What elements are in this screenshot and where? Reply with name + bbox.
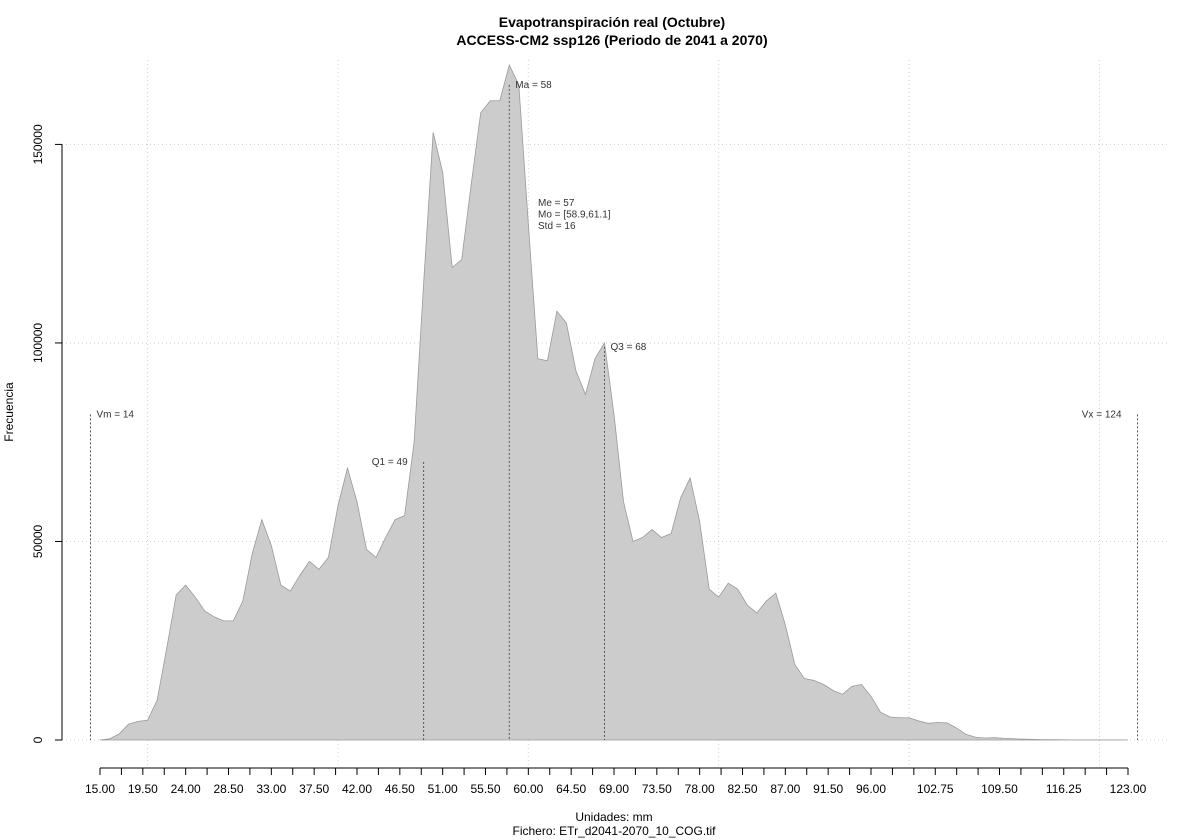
x-tick-label: 123.00 — [1110, 782, 1147, 796]
chart-title: Evapotranspiración real (Octubre) — [499, 14, 725, 30]
stats-line: Std = 16 — [538, 221, 576, 232]
y-tick-label: 150000 — [31, 124, 45, 164]
chart-subtitle: ACCESS-CM2 ssp126 (Periodo de 2041 a 207… — [456, 32, 767, 48]
x-tick-label: 55.50 — [470, 782, 500, 796]
x-tick-label: 15.00 — [85, 782, 115, 796]
x-tick-label: 19.50 — [128, 782, 158, 796]
y-tick-label: 0 — [31, 736, 45, 743]
x-tick-label: 33.00 — [256, 782, 286, 796]
plot-area — [99, 63, 1129, 741]
file-footer: Fichero: ETr_d2041-2070_10_COG.tif — [513, 824, 717, 838]
x-tick-label: 96.00 — [856, 782, 886, 796]
reference-lines: Vm = 14 Q1 = 49 Ma = 58 Q3 = 68 Vx = 124 — [89, 80, 1139, 740]
ref-line-label: Vm = 14 — [96, 409, 134, 420]
stats-line: Me = 57 — [538, 198, 575, 209]
ref-line-label: Q3 = 68 — [610, 342, 646, 353]
x-tick-label: 24.00 — [171, 782, 201, 796]
x-tick-label: 109.50 — [981, 782, 1018, 796]
x-tick-label: 51.00 — [428, 782, 458, 796]
ref-line-label: Vx = 124 — [1082, 409, 1122, 420]
x-tick-label: 69.00 — [599, 782, 629, 796]
y-tick-label: 50000 — [31, 524, 45, 558]
ref-line-label: Ma = 58 — [515, 80, 552, 91]
x-tick-label: 64.50 — [556, 782, 586, 796]
x-tick-label: 78.00 — [685, 782, 715, 796]
y-axis: 0 50000 100000 150000 — [31, 124, 63, 743]
x-tick-label: 102.75 — [917, 782, 954, 796]
x-tick-label: 28.50 — [213, 782, 243, 796]
x-tick-label: 37.50 — [299, 782, 329, 796]
area-series — [99, 63, 1129, 741]
x-axis: 15.00 19.50 24.00 28.50 33.00 37.50 42.00 46.50… — [85, 767, 1147, 796]
x-tick-label: 91.50 — [813, 782, 843, 796]
x-tick-label: 60.00 — [513, 782, 543, 796]
ref-line-label: Q1 = 49 — [372, 457, 408, 468]
x-tick-label: 73.50 — [642, 782, 672, 796]
x-tick-label: 116.25 — [1046, 782, 1082, 796]
x-tick-label: 42.00 — [342, 782, 372, 796]
x-tick-label: 87.00 — [770, 782, 800, 796]
x-axis-label: Unidades: mm — [575, 810, 652, 824]
y-tick-label: 100000 — [31, 323, 45, 363]
y-axis-label: Frecuencia — [2, 382, 16, 442]
x-tick-label: 46.50 — [385, 782, 415, 796]
x-tick-label: 82.50 — [727, 782, 757, 796]
stats-line: Mo = [58.9,61.1] — [538, 210, 611, 221]
